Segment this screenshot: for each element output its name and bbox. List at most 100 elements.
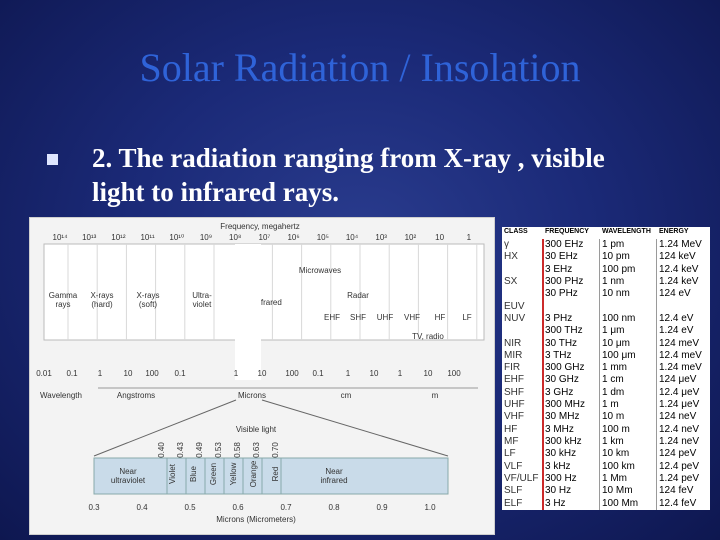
visible-spectrum-bar — [93, 457, 449, 495]
cell-wavelength: 10 m — [602, 411, 625, 423]
wavelength-tick-label: 10 — [424, 369, 433, 378]
table-row: NUV 3 PHz 100 nm 12.4 eV — [502, 313, 710, 325]
visible-band-label: Red — [271, 467, 280, 482]
cell-class: MF — [504, 436, 519, 447]
cell-energy: 124 neV — [659, 411, 697, 423]
cell-wavelength: 100 km — [602, 460, 635, 472]
cell-frequency: 3 Hz — [545, 497, 566, 509]
cell-wavelength: 1 cm — [602, 374, 624, 386]
band-infrared: Infrared — [254, 298, 282, 307]
cell-class: LF — [504, 448, 516, 460]
frequency-tick-label: 10⁷ — [259, 233, 271, 242]
wavelength-tick-label: 100 — [145, 369, 159, 378]
wavelength-tick-label: 10 — [370, 369, 379, 378]
cell-frequency: 30 PHz — [545, 288, 578, 300]
wavelength-tick-label: 1 — [98, 369, 103, 378]
table-row: LF 30 kHz 10 km 124 peV — [502, 448, 710, 460]
visible-wavelength-tick: 0.53 — [214, 442, 223, 458]
cell-class: FIR — [504, 362, 521, 374]
cell-frequency: 3 GHz — [545, 386, 574, 398]
table-row: EHF 30 GHz 1 cm 124 μeV — [502, 374, 710, 386]
wavelength-tick-label: 100 — [285, 369, 299, 378]
cell-wavelength: 1 nm — [602, 275, 625, 287]
band-lf: LF — [462, 313, 471, 322]
slide-title: Solar Radiation / Insolation — [139, 45, 581, 90]
wavelength-tick-label: 0.01 — [36, 369, 52, 378]
band-uhf: UHF — [377, 313, 394, 322]
spectrum-svg: Frequency, megahertz 10¹⁴ 10¹³ 10¹² 10¹¹ 10¹⁰… — [36, 222, 485, 524]
cell-energy: 12.4 eV — [659, 312, 694, 324]
band-radar: Radar — [347, 291, 369, 300]
cell-energy: 1.24 meV — [659, 362, 702, 374]
frequency-tick-label: 10² — [405, 233, 417, 242]
visible-band-label: Yellow — [229, 462, 238, 485]
cell-energy: 1.24 neV — [659, 436, 700, 447]
cell-frequency: 30 MHz — [545, 411, 580, 423]
visible-wavelength-tick: 0.49 — [195, 442, 204, 458]
visible-band-label: Near infrared — [320, 467, 347, 485]
cell-wavelength: 100 nm — [602, 312, 636, 324]
visible-wavelength-tick: 0.40 — [157, 442, 166, 458]
band-xrays-hard: X-rays (hard) — [90, 291, 113, 309]
cell-energy: 1.24 keV — [659, 275, 699, 287]
wavelength-tick-label: 100 — [447, 369, 461, 378]
cell-wavelength: 10 km — [602, 448, 630, 460]
table-row: γ 300 EHz 1 pm 1.24 MeV — [502, 239, 710, 251]
cell-frequency: 3 MHz — [545, 423, 574, 435]
frequency-tick-label: 10¹⁴ — [53, 233, 69, 242]
spectrum-table: CLASS FREQUENCY WAVELENGTH ENERGY γ 300 E… — [502, 227, 710, 510]
micron-tick-label: 0.9 — [376, 503, 388, 512]
frequency-tick-label: 10⁵ — [317, 233, 329, 242]
cell-energy: 12.4 μeV — [659, 386, 700, 398]
cell-energy: 12.4 meV — [659, 349, 702, 361]
header-energy: ENERGY — [659, 228, 689, 235]
frequency-tick-label: 10³ — [375, 233, 387, 242]
header-frequency: FREQUENCY — [545, 228, 589, 235]
cell-frequency: 300 Hz — [545, 472, 577, 484]
cell-frequency: 300 THz — [545, 325, 583, 337]
micron-tick-label: 0.5 — [184, 503, 196, 512]
cell-wavelength: 10 nm — [602, 288, 630, 300]
micron-tick-label: 1.0 — [424, 503, 436, 512]
cell-class: SX — [504, 275, 518, 287]
bullet-square-icon — [47, 154, 58, 165]
unit-angstroms: Angstroms — [117, 391, 155, 400]
cell-wavelength: 1 Mm — [602, 472, 627, 484]
cell-wavelength: 1 dm — [602, 386, 625, 398]
wavelength-tick-label: 0.1 — [312, 369, 324, 378]
visible-wavelength-tick: 0.43 — [176, 442, 185, 458]
cell-frequency: 300 MHz — [545, 399, 586, 411]
band-ultraviolet: Ultra-violet — [192, 291, 212, 309]
cell-energy: 124 peV — [659, 448, 697, 460]
table-row: VLF 3 kHz 100 km 12.4 peV — [502, 461, 710, 473]
visible-funnel-left — [93, 399, 237, 457]
cell-frequency: 30 kHz — [545, 448, 577, 460]
table-row: HF 3 MHz 100 m 12.4 neV — [502, 424, 710, 436]
table-row: FIR 300 GHz 1 mm 1.24 meV — [502, 362, 710, 374]
frequency-tick-label: 10⁴ — [346, 233, 359, 242]
band-xrays-soft: X-rays (soft) — [136, 291, 159, 309]
cell-frequency: 3 THz — [545, 349, 572, 361]
micron-tick-label: 0.4 — [136, 503, 148, 512]
visible-band-label: Blue — [189, 465, 198, 482]
cell-class: MIR — [504, 349, 523, 361]
frequency-axis-label: Frequency, megahertz — [220, 222, 299, 231]
cell-class: γ — [504, 239, 509, 250]
cell-energy: 1.24 μeV — [659, 399, 700, 411]
cell-frequency: 30 EHz — [545, 251, 578, 263]
frequency-tick-label: 10 — [435, 233, 444, 242]
cell-energy: 124 μeV — [659, 374, 697, 386]
table-row: EUV — [502, 301, 710, 313]
frequency-tick-label: 10⁸ — [229, 233, 241, 242]
visible-wavelength-tick: 0.58 — [233, 442, 242, 458]
bullet-text: 2. The radiation ranging from X-ray , vi… — [92, 143, 605, 207]
cell-frequency: 300 PHz — [545, 275, 584, 287]
visible-band-stripe — [235, 244, 261, 380]
header-wavelength: WAVELENGTH — [602, 228, 651, 235]
table-row: VF/ULF 300 Hz 1 Mm 1.24 peV — [502, 473, 710, 485]
visible-wavelength-tick: 0.63 — [252, 442, 261, 458]
micron-tick-label: 0.7 — [280, 503, 292, 512]
frequency-tick-label: 10¹² — [111, 233, 126, 242]
cell-class: NIR — [504, 337, 522, 349]
visible-funnel-right — [261, 399, 449, 457]
